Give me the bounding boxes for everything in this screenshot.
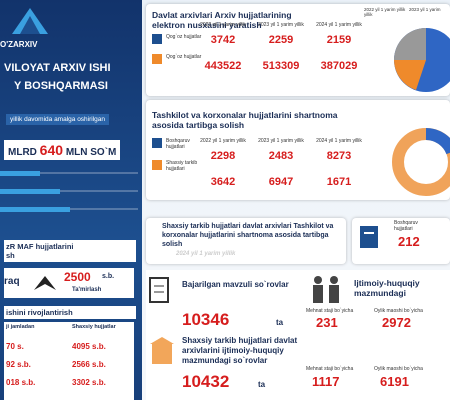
personal-value: 10432: [182, 372, 230, 391]
table-cell: 70 s.: [6, 342, 24, 351]
personal-value: 6191: [380, 374, 409, 389]
building-icon: [150, 337, 174, 364]
panel-title: Tashkilot va korxonalar hujjatlarini sha…: [152, 110, 338, 130]
personal-title: Shaxsiy tarkib hujjatlari davlat arxivla…: [182, 336, 298, 365]
column-header: 2023 yil 1 yarim yillik: [258, 22, 304, 28]
social-value: 231: [316, 315, 338, 330]
social-value: 2972: [382, 315, 411, 330]
row-label: Boshqaruv hujjatlari: [166, 138, 190, 150]
repair-prefix: raq: [4, 276, 20, 287]
column-header: 2023 yil 1 yarim yillik: [258, 138, 304, 144]
personal-value: 1117: [312, 374, 340, 389]
donut: [392, 128, 450, 196]
bottom-section: Bajarilgan mavzuli so`rovlar 10346 ta Ij…: [146, 270, 450, 400]
left-column: O'ZARXIV VILOYAT ARXIV ISHI Y BOSHQARMAS…: [0, 0, 142, 400]
cell-value: 3742: [210, 34, 236, 46]
donut-label: 18%: [428, 144, 439, 150]
cell-value: 6947: [268, 176, 294, 188]
panel-3-item: Boshqaruv hujjatlari 212: [352, 218, 450, 264]
brand: O'ZARXIV: [0, 40, 38, 49]
row-icon: [152, 34, 162, 44]
social-label: Mehnat staji bo`yicha: [306, 308, 354, 314]
repair-label: Ta'mirlash: [72, 287, 102, 293]
maf-2: sh: [6, 251, 15, 260]
pie: [394, 28, 450, 92]
cell-value: 3642: [210, 176, 236, 188]
column-header: 2024 yil 1 yarim yillik: [316, 22, 362, 28]
sum: MLRD 640 MLN SO`M: [4, 140, 121, 160]
table-header: ji jamladan: [6, 324, 35, 330]
people-icon: [313, 276, 339, 303]
cell-value: 443522: [204, 60, 242, 72]
sum-suffix: MLN SO`M: [65, 147, 117, 158]
cell-value: 513309: [262, 60, 300, 72]
period: 2024 yil 1 yarim yillik: [176, 251, 236, 257]
panel-2: Tashkilot va korxonalar hujjatlarini sha…: [146, 100, 450, 200]
develop: ishini rivojlantirish: [4, 306, 136, 319]
title-1: VILOYAT ARXIV ISHI: [4, 62, 111, 74]
row-label: Shaxsiy tarkib hujjatlari: [166, 160, 198, 172]
cell-value: 8273: [326, 150, 352, 162]
sum-value: 640: [39, 142, 64, 158]
social-title: Ijtimoiy-huquqiy mazmundagi: [354, 278, 420, 298]
table-cell: 4095 s.b.: [72, 342, 106, 351]
requests-value: 10346: [182, 310, 230, 329]
panel-title: Shaxsiy tarkib hujjatlari davlat arxivla…: [162, 223, 334, 248]
subtitle: yillik davomida amalga oshirilgan: [6, 114, 110, 125]
sum-prefix: MLRD: [8, 147, 37, 158]
panel-3: Shaxsiy tarkib hujjatlari davlat arxivla…: [146, 218, 346, 264]
row-icon: [152, 138, 162, 148]
repair: raq 2500 s.b. Ta'mirlash: [4, 268, 134, 298]
social-label: Oylik maoshi bo`yicha: [374, 308, 423, 314]
unit: ta: [258, 380, 266, 389]
row-label: Qog`oz hujjatlar: [166, 54, 202, 60]
maf-1: zR MAF hujjatlarini: [6, 242, 74, 251]
book-icon: [34, 276, 56, 290]
repair-value: 2500: [64, 270, 91, 284]
unit: ta: [276, 318, 284, 327]
repair-unit: s.b.: [102, 273, 115, 280]
legend-item: 2023 yil 1 yarim yillik: [364, 7, 441, 17]
column-header: 2022 yil 1 yarim yillik: [200, 138, 246, 144]
cell-value: 2159: [326, 34, 352, 46]
row-label: Qog`oz hujjatlar: [166, 34, 202, 40]
left-table: ji jamladan Shaxsiy hujjatlar 70 s. 4095 s.…: [4, 322, 134, 400]
table-cell: 018 s.b.: [6, 378, 36, 387]
folder-icon: [360, 226, 378, 248]
item-value: 212: [398, 234, 420, 249]
column-header: 2022 yil 1 yarim yillik: [200, 22, 246, 28]
personal-label: Mehnat staji bo`yicha: [306, 366, 354, 372]
panel-1: Davlat arxivlari Arxiv hujjatlarining el…: [146, 4, 450, 96]
cell-value: 2259: [268, 34, 294, 46]
cell-value: 1671: [326, 176, 352, 188]
row-icon: [152, 160, 162, 170]
table-cell: 92 s.b.: [6, 360, 31, 369]
doc-icon: [149, 277, 169, 303]
logo: [12, 8, 48, 34]
legend-item: 2022 yil 1 yarim yillik: [364, 7, 406, 12]
cell-value: 2483: [268, 150, 294, 162]
item-label: Boshqaruv hujjatlari: [394, 220, 418, 232]
column-header: 2024 yil 1 yarim yillik: [316, 138, 362, 144]
cell-value: 2298: [210, 150, 236, 162]
bars: [0, 171, 138, 212]
row-icon: [152, 54, 162, 64]
title-2: Y BOSHQARMASI: [14, 80, 108, 92]
requests-title: Bajarilgan mavzuli so`rovlar: [182, 280, 289, 289]
table-cell: 3302 s.b.: [72, 378, 106, 387]
legend: 2022 yil 1 yarim yillik 2023 yil 1 yarim…: [364, 7, 450, 17]
panel-title: Davlat arxivlari Arxiv hujjatlarining el…: [152, 10, 292, 30]
table-cell: 2566 s.b.: [72, 360, 106, 369]
personal-label: Oylik maoshi bo`yicha: [374, 366, 423, 372]
cell-value: 387029: [320, 60, 358, 72]
maf: zR MAF hujjatlarini sh: [4, 240, 136, 262]
table-header: Shaxsiy hujjatlar: [72, 324, 116, 330]
